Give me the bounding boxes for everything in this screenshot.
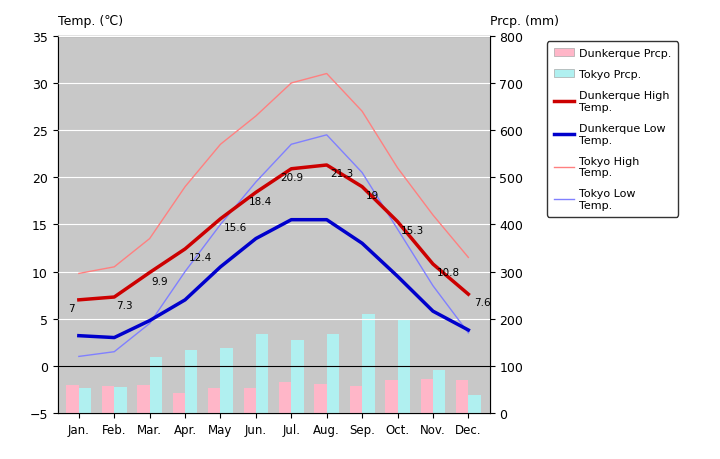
Text: 15.3: 15.3 bbox=[401, 225, 424, 235]
Bar bbox=[468, 395, 481, 413]
Bar bbox=[150, 358, 162, 413]
Text: 19: 19 bbox=[366, 190, 379, 201]
Bar bbox=[385, 380, 397, 413]
Bar bbox=[138, 385, 150, 413]
Bar bbox=[220, 348, 233, 413]
Bar bbox=[66, 385, 79, 413]
Bar bbox=[350, 386, 362, 413]
Bar bbox=[456, 380, 468, 413]
Text: 15.6: 15.6 bbox=[224, 223, 247, 233]
Text: 10.8: 10.8 bbox=[436, 268, 459, 278]
Bar bbox=[315, 384, 327, 413]
Bar bbox=[362, 314, 374, 413]
Bar bbox=[173, 393, 185, 413]
Text: 21.3: 21.3 bbox=[330, 169, 354, 179]
Bar bbox=[185, 351, 197, 413]
Bar bbox=[279, 382, 292, 413]
Bar bbox=[327, 334, 339, 413]
Text: 20.9: 20.9 bbox=[281, 173, 304, 183]
Legend: Dunkerque Prcp., Tokyo Prcp., Dunkerque High
Temp., Dunkerque Low
Temp., Tokyo H: Dunkerque Prcp., Tokyo Prcp., Dunkerque … bbox=[547, 42, 678, 217]
Bar bbox=[420, 379, 433, 413]
Text: 18.4: 18.4 bbox=[249, 196, 272, 206]
Bar bbox=[433, 370, 446, 413]
Text: 7.6: 7.6 bbox=[474, 298, 490, 308]
Bar bbox=[79, 389, 91, 413]
Bar bbox=[292, 341, 304, 413]
Text: 7.3: 7.3 bbox=[116, 301, 132, 311]
Bar bbox=[397, 320, 410, 413]
Bar bbox=[114, 387, 127, 413]
Bar bbox=[102, 386, 114, 413]
Text: Temp. (℃): Temp. (℃) bbox=[58, 15, 122, 28]
Text: 7: 7 bbox=[68, 303, 75, 313]
Bar bbox=[243, 389, 256, 413]
Text: 12.4: 12.4 bbox=[189, 253, 212, 263]
Text: 9.9: 9.9 bbox=[151, 276, 168, 286]
Text: Prcp. (mm): Prcp. (mm) bbox=[490, 15, 559, 28]
Bar bbox=[256, 334, 269, 413]
Bar bbox=[208, 389, 220, 413]
